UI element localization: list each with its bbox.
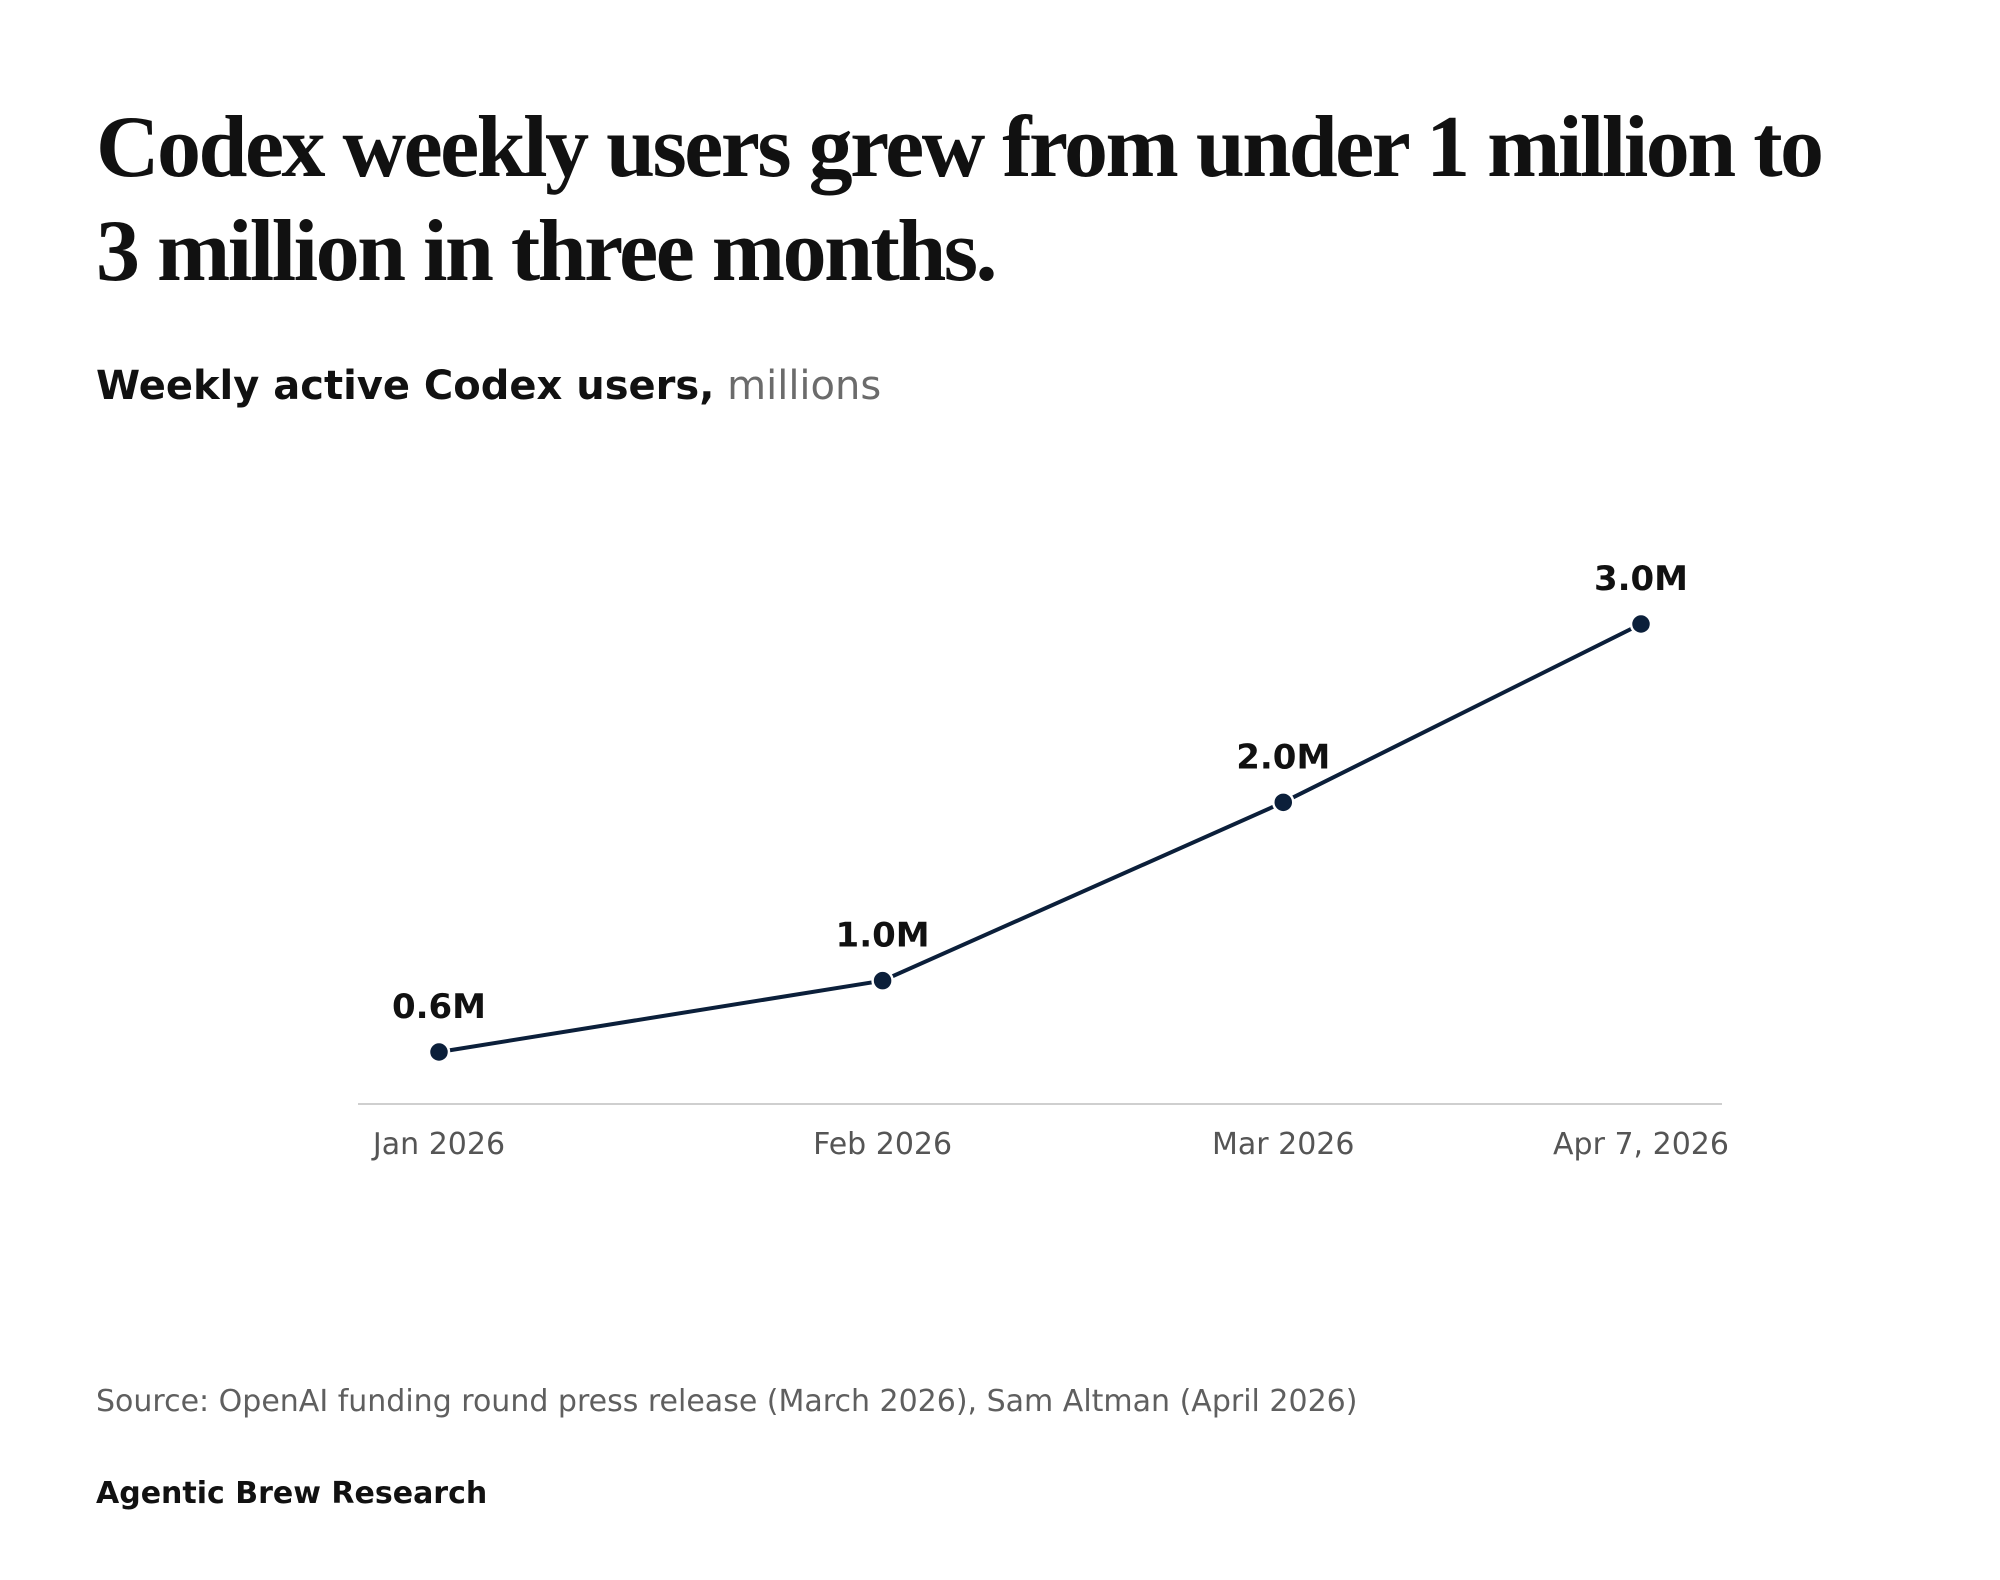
brand-credit: Agentic Brew Research: [96, 1476, 488, 1511]
headline: Codex weekly users grew from under 1 mil…: [96, 99, 1824, 300]
data-label: 3.0M: [1594, 559, 1688, 599]
data-label: 2.0M: [1236, 737, 1330, 777]
series-line: [437, 622, 1643, 1054]
x-tick-label: Jan 2026: [371, 1127, 505, 1162]
data-label: 1.0M: [836, 916, 930, 956]
subtitle-metric: Weekly active Codex users,: [96, 363, 715, 409]
data-point: [1272, 791, 1295, 814]
x-tick-label: Mar 2026: [1212, 1127, 1355, 1162]
subtitle-unit: millions: [727, 363, 882, 409]
source-note: Source: OpenAI funding round press relea…: [96, 1384, 1358, 1419]
line-chart: Jan 2026 Feb 2026 Mar 2026 Apr 7, 2026 0.6M 1…: [358, 559, 1729, 1162]
x-tick-label: Feb 2026: [813, 1127, 952, 1162]
data-label: 0.6M: [392, 987, 486, 1027]
data-point: [427, 1040, 451, 1064]
chart-subtitle: Weekly active Codex users, millions: [96, 362, 881, 410]
data-point: [1629, 612, 1653, 636]
data-point: [871, 969, 894, 992]
x-tick-label: Apr 7, 2026: [1553, 1127, 1729, 1162]
